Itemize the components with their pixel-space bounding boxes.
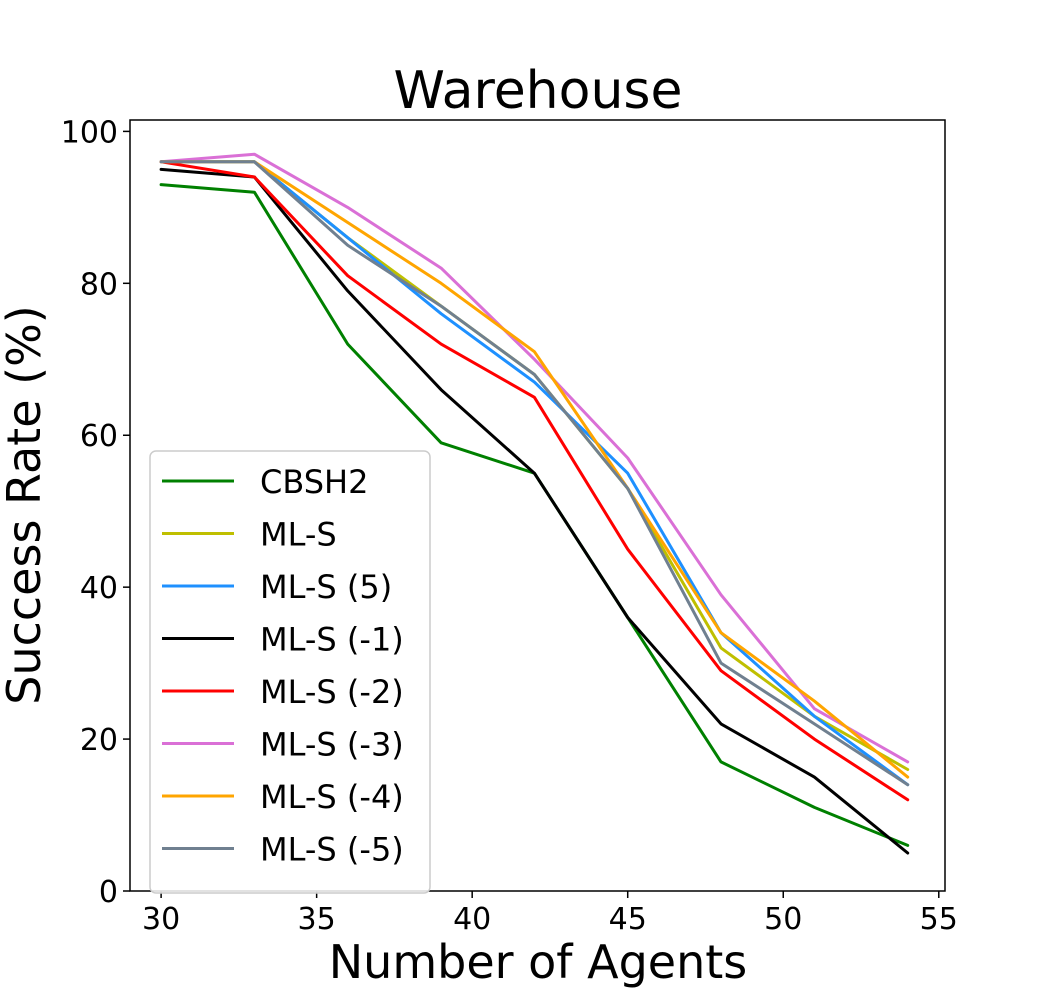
series-line-6 <box>159 160 910 779</box>
plot-lines <box>159 152 910 855</box>
y-tick-label: 20 <box>80 723 118 758</box>
legend-label: ML-S (-3) <box>260 726 404 764</box>
legend-label: ML-S (-1) <box>260 621 404 659</box>
series-line-4 <box>159 160 910 802</box>
x-tick-label: 35 <box>298 902 336 937</box>
legend: CBSH2 ML-S ML-S (5) ML-S (-1) ML-S (-2) ML-S … <box>149 450 431 894</box>
legend-label: ML-S (-4) <box>260 778 404 816</box>
legend-label: ML-S (-2) <box>260 673 404 711</box>
y-axis: 0 20 40 60 80 100 <box>61 115 130 910</box>
x-axis: 30 35 40 45 50 55 <box>142 891 958 937</box>
y-tick-label: 40 <box>80 571 118 606</box>
series-line-7 <box>159 160 910 787</box>
y-tick-label: 80 <box>80 267 118 302</box>
chart-title: Warehouse <box>394 61 683 121</box>
y-tick-label: 60 <box>80 419 118 454</box>
x-tick-label: 40 <box>453 902 491 937</box>
x-axis-label: Number of Agents <box>329 935 748 989</box>
x-tick-label: 55 <box>920 902 958 937</box>
legend-label: ML-S (5) <box>260 568 392 606</box>
legend-label: ML-S <box>260 516 337 554</box>
x-tick-label: 30 <box>142 902 180 937</box>
legend-label: CBSH2 <box>260 463 368 501</box>
legend-label: ML-S (-5) <box>260 831 404 869</box>
series-line-5 <box>159 152 910 764</box>
y-tick-label: 100 <box>61 115 118 150</box>
series-line-3 <box>159 167 910 855</box>
legend-box <box>149 450 431 894</box>
plot-frame <box>129 119 946 892</box>
x-tick-label: 45 <box>609 902 647 937</box>
x-tick-label: 50 <box>764 902 802 937</box>
y-axis-label: Success Rate (%) <box>0 305 51 705</box>
y-tick-label: 0 <box>99 875 118 910</box>
series-line-2 <box>159 160 910 787</box>
